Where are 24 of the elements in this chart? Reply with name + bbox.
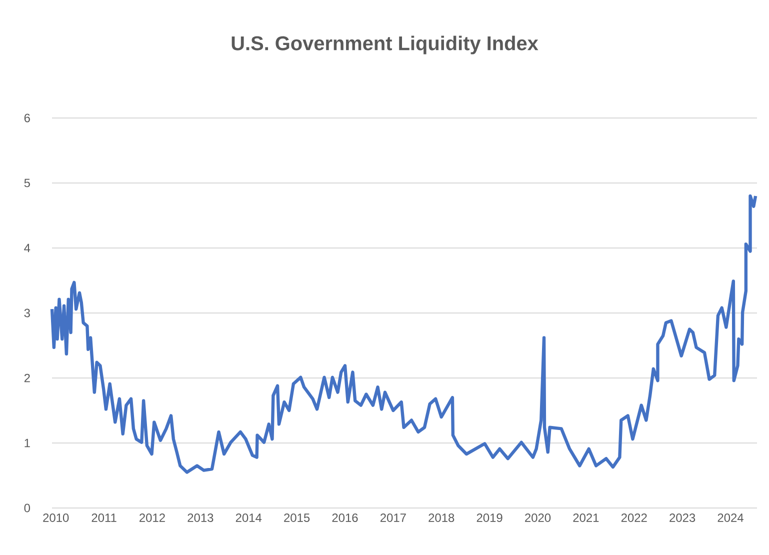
x-tick-label: 2017 [380, 514, 406, 522]
x-tick-label: 2019 [476, 514, 502, 522]
x-tick-label: 2022 [621, 514, 647, 522]
x-tick-label: 2011 [92, 514, 116, 522]
x-tick-label: 2024 [718, 514, 744, 522]
x-tick-label: 2018 [428, 514, 454, 522]
x-tick-label: 2014 [236, 514, 262, 522]
y-tick-label: 3 [24, 308, 30, 318]
y-tick-label: 0 [24, 504, 30, 512]
x-tick-label: 2023 [670, 514, 696, 522]
x-tick-label: 2021 [573, 514, 599, 522]
x-tick-label: 2010 [43, 514, 69, 522]
x-tick-label: 2016 [332, 514, 358, 522]
x-tick-label: 2020 [525, 514, 551, 522]
x-tick-label: 2013 [188, 514, 214, 522]
y-tick-label: 4 [24, 244, 30, 252]
y-tick-label: 6 [24, 114, 30, 122]
line-series [50, 194, 758, 474]
chart-title: U.S. Government Liquidity Index [232, 36, 538, 54]
y-tick-label: 2 [24, 374, 30, 382]
y-tick-label: 5 [24, 178, 30, 188]
x-tick-label: 2012 [140, 514, 165, 522]
y-tick-label: 1 [24, 438, 30, 448]
x-tick-label: 2015 [284, 514, 310, 522]
